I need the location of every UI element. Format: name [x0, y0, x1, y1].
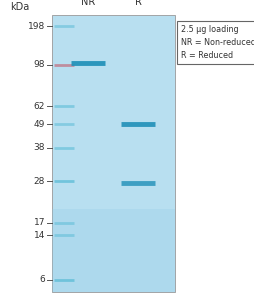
Text: 28: 28: [34, 177, 45, 186]
Bar: [52, 209, 174, 292]
Text: 38: 38: [33, 143, 45, 152]
Text: 14: 14: [34, 231, 45, 240]
Text: 98: 98: [33, 60, 45, 69]
Text: 6: 6: [39, 275, 45, 284]
Text: R: R: [134, 0, 141, 7]
Text: 49: 49: [34, 120, 45, 129]
Text: NR: NR: [81, 0, 95, 7]
Text: 62: 62: [34, 102, 45, 111]
Bar: [52, 15, 174, 292]
Text: 2.5 μg loading
NR = Non-reduced
R = Reduced: 2.5 μg loading NR = Non-reduced R = Redu…: [180, 25, 254, 60]
Text: 17: 17: [33, 218, 45, 227]
Text: kDa: kDa: [10, 2, 29, 12]
Text: 198: 198: [28, 22, 45, 31]
